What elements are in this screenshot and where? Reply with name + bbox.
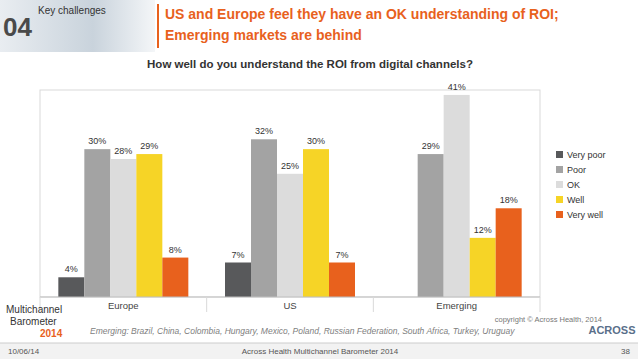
x-axis bbox=[40, 297, 540, 298]
logo-text: Multichannel bbox=[6, 304, 62, 315]
slide: 04 Key challenges US and Europe feel they … bbox=[0, 0, 638, 359]
band-divider bbox=[206, 297, 207, 312]
bar bbox=[303, 149, 329, 297]
legend-swatch bbox=[556, 196, 563, 203]
bar bbox=[277, 174, 303, 297]
bar bbox=[418, 154, 444, 297]
legend-label: OK bbox=[567, 180, 580, 190]
section-label: Key challenges bbox=[38, 5, 106, 16]
band-divider bbox=[540, 297, 541, 312]
header-accent bbox=[157, 4, 159, 48]
footer-date: 10/06/14 bbox=[8, 347, 40, 356]
bar bbox=[470, 238, 496, 297]
headline: Emerging markets are behind bbox=[165, 27, 362, 43]
bar bbox=[58, 277, 84, 297]
legend-label: Very well bbox=[567, 210, 603, 220]
data-label: 4% bbox=[65, 264, 78, 274]
data-label: 32% bbox=[255, 126, 273, 136]
category-label: US bbox=[283, 300, 296, 311]
logo-year: 2014 bbox=[40, 328, 63, 339]
data-label: 12% bbox=[474, 225, 492, 235]
bar bbox=[251, 139, 277, 297]
legend-swatch bbox=[556, 181, 563, 188]
footnote: Emerging: Brazil, China, Colombia, Hunga… bbox=[90, 326, 515, 336]
category-label: Europe bbox=[108, 300, 139, 311]
data-label: 29% bbox=[422, 141, 440, 151]
chart-title: How well do you understand the ROI from … bbox=[147, 58, 473, 70]
bar bbox=[496, 208, 522, 297]
legend-label: Poor bbox=[567, 165, 586, 175]
bar bbox=[110, 159, 136, 297]
data-label: 8% bbox=[169, 245, 182, 255]
header-photo bbox=[0, 0, 155, 52]
footer-bar bbox=[0, 343, 638, 359]
bar bbox=[136, 154, 162, 297]
data-label: 18% bbox=[500, 195, 518, 205]
footer-line bbox=[0, 343, 638, 344]
legend-swatch bbox=[556, 211, 563, 218]
data-label: 25% bbox=[281, 161, 299, 171]
data-label: 29% bbox=[140, 141, 158, 151]
data-label: 30% bbox=[307, 136, 325, 146]
bar bbox=[444, 95, 470, 297]
legend-swatch bbox=[556, 166, 563, 173]
legend-swatch bbox=[556, 151, 563, 158]
data-label: 7% bbox=[231, 250, 244, 260]
legend-label: Well bbox=[567, 195, 584, 205]
footer-title: Across Health Multichannel Barometer 201… bbox=[242, 347, 399, 356]
page-number: 38 bbox=[621, 347, 630, 356]
headline: US and Europe feel they have an OK under… bbox=[165, 6, 559, 22]
bar bbox=[162, 258, 188, 297]
bar bbox=[329, 263, 355, 298]
data-labels: 4% 7% 30% 32% 29% 28% 25% 41% 29% 30% 12% 8% 7% 18% bbox=[65, 82, 518, 274]
logo-text: Barometer bbox=[10, 316, 57, 327]
bar bbox=[84, 149, 110, 297]
legend-label: Very poor bbox=[567, 150, 606, 160]
brand-logo: ACROSS bbox=[588, 324, 635, 336]
data-label: 28% bbox=[114, 146, 132, 156]
band-divider bbox=[373, 297, 374, 312]
plot-frame bbox=[40, 90, 540, 297]
section-number: 04 bbox=[3, 12, 32, 42]
copyright: copyright © Across Health, 2014 bbox=[495, 315, 602, 324]
data-label: 41% bbox=[448, 82, 466, 92]
bar bbox=[225, 263, 251, 298]
data-label: 30% bbox=[88, 136, 106, 146]
data-label: 7% bbox=[335, 250, 348, 260]
bars bbox=[58, 95, 521, 297]
legend: Very poor Poor OK Well Very well bbox=[556, 150, 606, 220]
category-label: Emerging bbox=[436, 300, 477, 311]
